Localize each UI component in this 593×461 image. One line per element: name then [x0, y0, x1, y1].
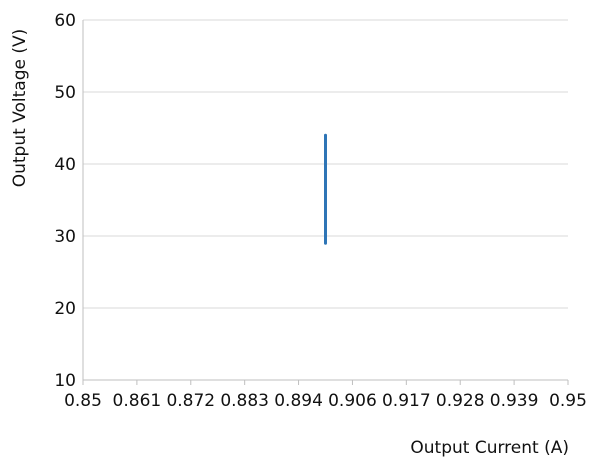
x-tick-label: 0.861 [113, 391, 162, 411]
x-tick-label: 0.939 [490, 391, 539, 411]
y-tick-label: 50 [54, 83, 76, 103]
x-axis-title: Output Current (A) [410, 438, 569, 458]
x-tick-label: 0.894 [274, 391, 323, 411]
x-tick-label: 0.928 [436, 391, 485, 411]
x-tick-label: 0.85 [64, 391, 102, 411]
y-tick-label: 30 [54, 227, 76, 247]
y-axis-title: Output Voltage (V) [10, 29, 30, 188]
x-tick-label: 0.906 [328, 391, 377, 411]
x-tick-label: 0.883 [220, 391, 269, 411]
y-tick-label: 40 [54, 155, 76, 175]
x-tick-label: 0.872 [166, 391, 215, 411]
y-tick-label: 10 [54, 371, 76, 391]
x-tick-label: 0.95 [549, 391, 587, 411]
tick-labels: 10 20 30 40 50 60 0.85 0.861 0.872 0.883 0.894 0.90… [54, 11, 587, 411]
y-tick-label: 60 [54, 11, 76, 31]
y-tick-label: 20 [54, 299, 76, 319]
x-tick-label: 0.917 [382, 391, 431, 411]
axes [82, 20, 568, 381]
